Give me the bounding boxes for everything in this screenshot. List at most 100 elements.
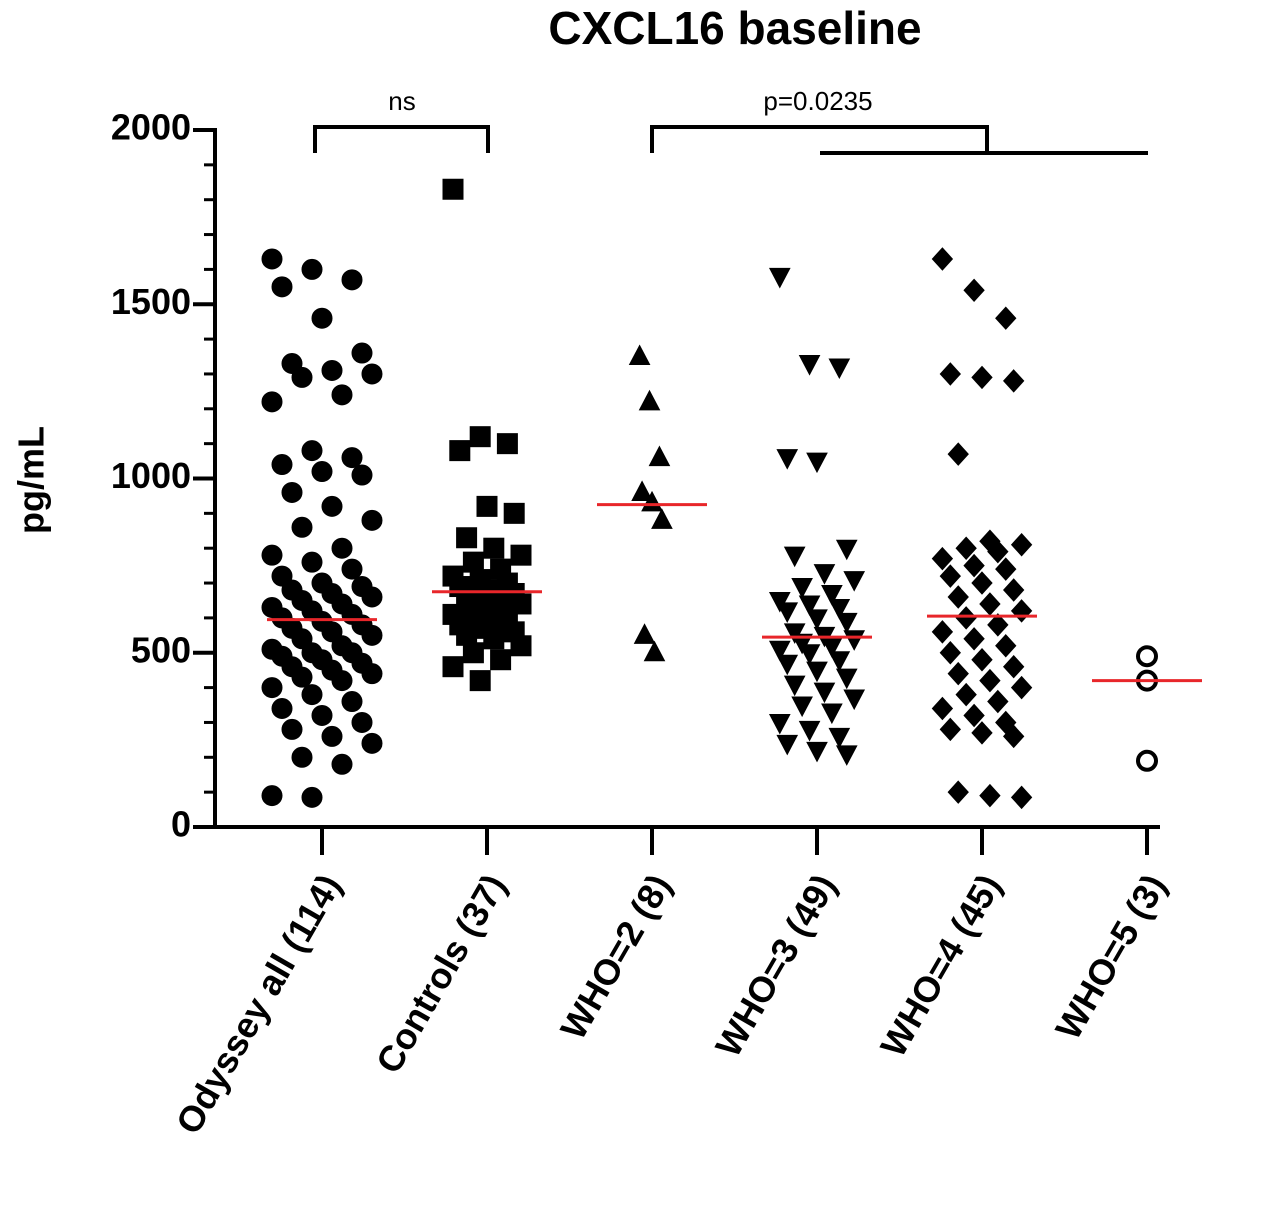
data-point — [638, 389, 661, 411]
data-point — [963, 703, 985, 728]
data-point — [963, 278, 985, 303]
data-point — [301, 786, 323, 808]
data-point — [971, 365, 993, 390]
data-point — [261, 248, 283, 270]
data-point — [776, 602, 799, 624]
data-point — [456, 527, 478, 549]
data-point — [1136, 749, 1158, 772]
data-point — [1136, 645, 1158, 668]
y-axis-label: pg/mL — [11, 426, 52, 534]
data-point — [361, 624, 383, 646]
data-point — [776, 734, 799, 756]
data-point — [341, 691, 363, 713]
data-point — [813, 682, 836, 704]
data-point — [291, 366, 313, 388]
data-point — [503, 502, 525, 524]
data-point — [783, 623, 806, 644]
data-point — [791, 696, 813, 718]
chart-title: CXCL16 baseline — [548, 2, 921, 54]
data-point — [261, 677, 283, 699]
data-point — [987, 689, 1009, 714]
data-point — [490, 649, 512, 671]
data-point — [987, 613, 1009, 637]
data-point — [321, 495, 343, 517]
data-point — [806, 661, 828, 683]
data-point — [835, 668, 858, 690]
data-point — [931, 620, 954, 644]
data-point — [1003, 724, 1025, 749]
data-point — [510, 635, 532, 657]
data-point — [931, 696, 954, 721]
y-tick-label: 1000 — [111, 455, 191, 496]
data-point — [361, 509, 383, 531]
data-point — [476, 495, 498, 517]
data-point — [939, 717, 961, 742]
data-point — [768, 713, 791, 735]
data-point — [939, 362, 961, 386]
data-point — [483, 537, 505, 559]
data-point — [828, 727, 851, 749]
data-point — [995, 634, 1017, 658]
data-point — [641, 490, 663, 512]
data-point — [261, 544, 283, 566]
data-point — [311, 704, 333, 726]
data-point — [1010, 599, 1033, 623]
y-tick-label: 2000 — [111, 107, 191, 148]
data-point — [510, 544, 532, 566]
data-point — [947, 585, 969, 609]
data-point — [341, 558, 363, 580]
annotation: p=0.0235 — [763, 86, 872, 116]
data-point — [821, 703, 843, 725]
x-tick-label: WHO=5 (3) — [1047, 867, 1174, 1046]
data-point — [469, 670, 491, 692]
bracket — [313, 125, 490, 153]
data-point — [321, 725, 343, 747]
data-point — [291, 666, 313, 688]
data-point — [955, 682, 977, 707]
data-point — [987, 539, 1009, 564]
data-point — [261, 391, 283, 413]
data-point — [768, 591, 791, 613]
data-point — [648, 445, 671, 467]
data-point — [768, 267, 791, 289]
data-point — [931, 247, 954, 271]
data-point — [947, 442, 969, 466]
data-point — [321, 359, 343, 381]
data-point — [835, 612, 858, 634]
data-point — [798, 595, 821, 617]
data-point — [806, 452, 828, 474]
data-point — [361, 586, 383, 608]
x-tick-label: WHO=3 (49) — [707, 867, 844, 1063]
data-point — [783, 675, 806, 697]
data-point — [979, 668, 1001, 693]
data-point — [301, 684, 323, 706]
data-point — [963, 553, 985, 578]
data-point — [271, 698, 293, 720]
data-point — [947, 661, 969, 686]
data-point — [1003, 578, 1025, 602]
data-point — [643, 640, 666, 662]
data-point — [1003, 369, 1025, 393]
data-point — [291, 746, 313, 768]
data-point — [261, 785, 283, 807]
data-point — [651, 508, 673, 529]
data-point — [813, 564, 836, 585]
data-point — [798, 644, 821, 665]
x-tick-label: WHO=4 (45) — [872, 867, 1009, 1063]
data-point — [791, 578, 813, 599]
data-point — [301, 258, 323, 280]
data-point — [843, 571, 866, 592]
data-point — [843, 689, 866, 711]
data-point — [971, 721, 993, 745]
data-point — [939, 564, 961, 588]
data-point — [361, 732, 383, 754]
data-point — [843, 630, 866, 651]
y-tick-label: 1500 — [111, 281, 191, 322]
data-point — [631, 480, 653, 501]
data-point — [442, 656, 464, 678]
data-point — [469, 426, 491, 448]
data-point — [291, 516, 313, 538]
data-point — [331, 670, 353, 692]
data-point — [449, 440, 471, 462]
